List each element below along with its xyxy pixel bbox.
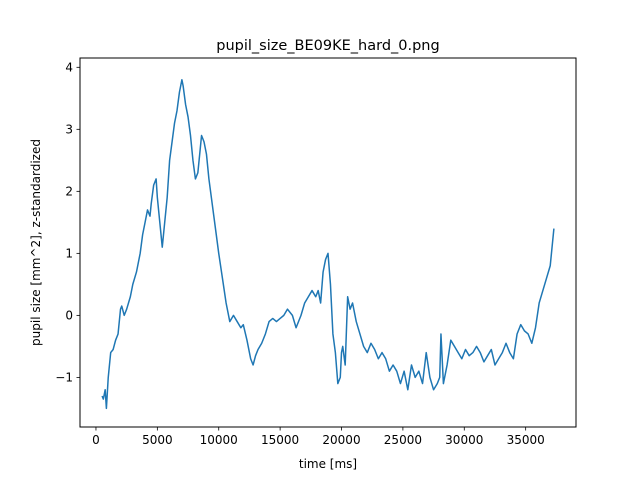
x-tick-label: 0	[92, 433, 100, 447]
y-tick-label: 3	[65, 123, 73, 137]
x-tick-label: 25000	[384, 433, 422, 447]
y-tick-label: 2	[65, 185, 73, 199]
x-tick-label: 15000	[261, 433, 299, 447]
series-layer	[101, 78, 555, 410]
ticks-layer: 0 5000 10000 15000 20000 25000 30000 35000 −1 0 1 2…	[55, 61, 544, 447]
x-tick-label: 35000	[507, 433, 545, 447]
x-tick-label: 10000	[200, 433, 238, 447]
plot-background	[80, 58, 576, 427]
y-tick-label: 1	[65, 247, 73, 261]
chart-title: pupil_size_BE09KE_hard_0.png	[216, 38, 439, 54]
y-tick-label: 4	[65, 61, 73, 75]
series-line-0	[101, 78, 555, 410]
x-axis-label: time [ms]	[299, 457, 357, 471]
y-tick-label: −1	[55, 371, 73, 385]
x-tick-label: 5000	[142, 433, 173, 447]
y-axis-label: pupil size [mm^2], z-standardized	[29, 139, 43, 346]
plot-frame	[79, 57, 577, 428]
x-tick-label: 30000	[445, 433, 483, 447]
x-tick-label: 20000	[322, 433, 360, 447]
y-tick-label: 0	[65, 309, 73, 323]
